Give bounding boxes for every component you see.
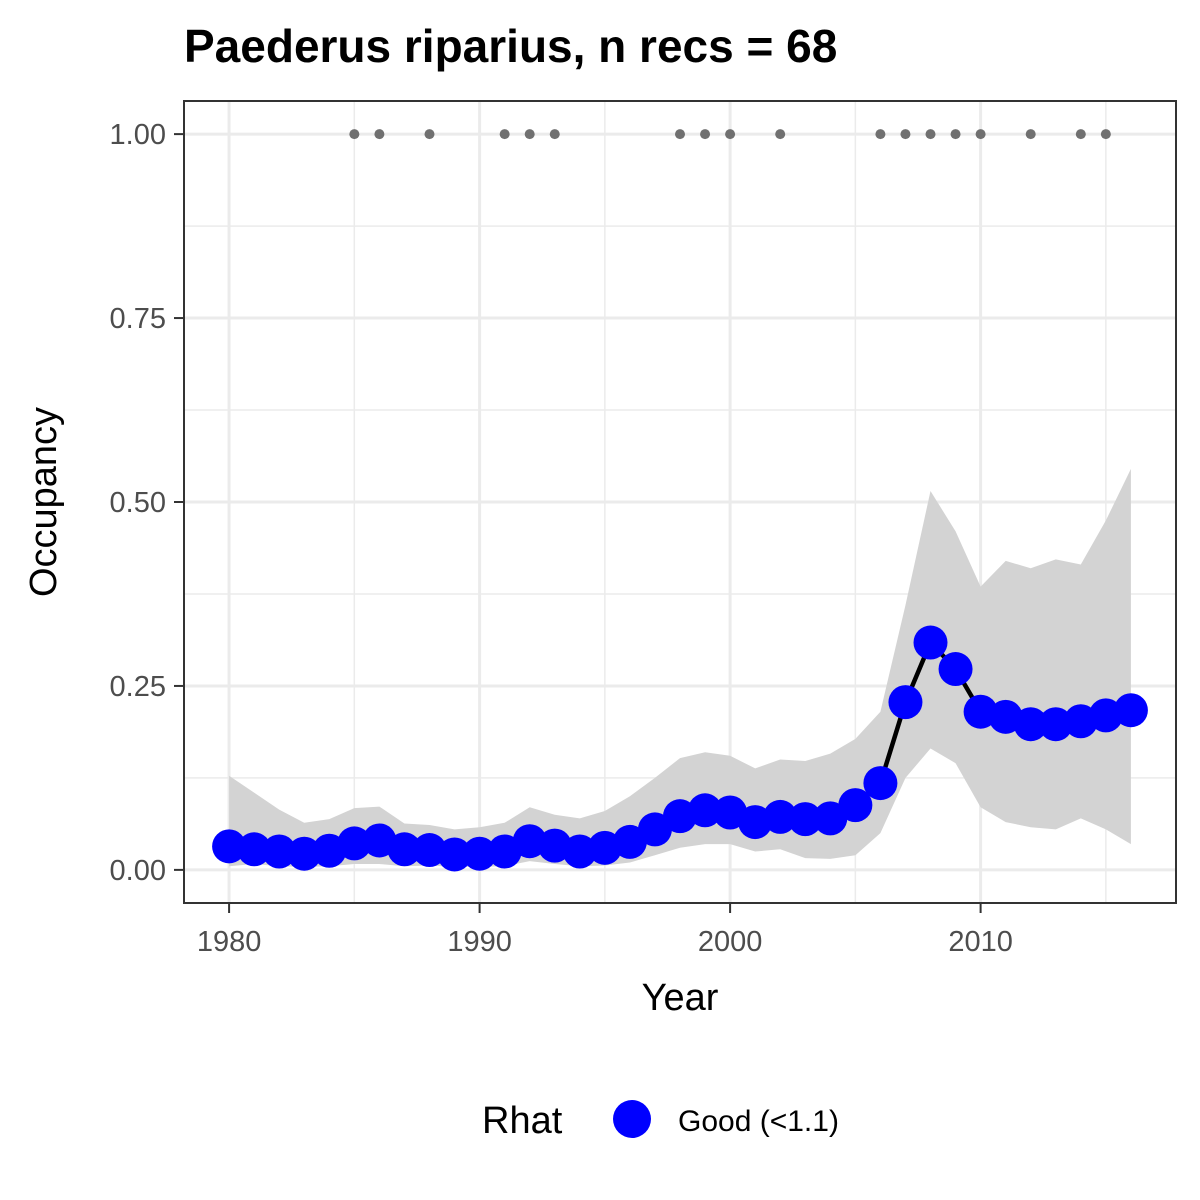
occupancy-point <box>838 788 873 823</box>
record-point <box>900 129 911 140</box>
record-point <box>549 129 560 140</box>
y-tick-label: 1.00 <box>110 119 166 151</box>
record-point <box>1025 129 1036 140</box>
record-point <box>975 129 986 140</box>
record-point <box>524 129 535 140</box>
record-point <box>875 129 886 140</box>
record-point <box>925 129 936 140</box>
occupancy-point <box>212 829 247 864</box>
occupancy-point <box>637 812 672 847</box>
record-point <box>349 129 360 140</box>
occupancy-point <box>688 793 723 828</box>
legend-label: Good (<1.1) <box>678 1105 839 1138</box>
occupancy-point <box>1013 707 1048 742</box>
x-tick-label: 1980 <box>197 926 262 958</box>
chart-title: Paederus riparius, n recs = 68 <box>184 20 837 72</box>
x-tick-label: 1990 <box>447 926 512 958</box>
confidence-ribbon-layer <box>229 468 1131 867</box>
x-axis-ticks: 1980 1990 2000 2010 <box>197 903 1013 958</box>
x-axis-title: Year <box>642 977 719 1019</box>
legend: Rhat Good (<1.1) <box>482 1100 839 1142</box>
occupancy-point <box>562 834 597 869</box>
y-tick-label: 0.50 <box>110 487 166 519</box>
record-points-layer <box>349 129 1111 140</box>
legend-title: Rhat <box>482 1100 563 1142</box>
occupancy-point <box>512 824 547 859</box>
occupancy-point <box>412 833 447 868</box>
occupancy-point <box>437 837 472 872</box>
record-point <box>1100 129 1111 140</box>
occupancy-point <box>938 652 973 687</box>
occupancy-point <box>287 836 322 871</box>
occupancy-point <box>462 836 497 871</box>
y-tick-label: 0.25 <box>110 671 166 703</box>
occupancy-point <box>237 832 272 867</box>
occupancy-point <box>262 834 297 869</box>
x-tick-label: 2000 <box>698 926 763 958</box>
y-tick-label: 0.00 <box>110 855 166 887</box>
occupancy-points-layer <box>212 625 1148 872</box>
y-axis-title: Occupancy <box>23 407 65 597</box>
occupancy-point <box>888 685 923 720</box>
occupancy-point <box>387 832 422 867</box>
record-point <box>1075 129 1086 140</box>
confidence-ribbon <box>229 468 1131 867</box>
occupancy-point <box>813 801 848 836</box>
occupancy-point <box>913 625 948 660</box>
occupancy-point <box>863 766 898 801</box>
occupancy-point <box>1113 693 1148 728</box>
record-point <box>675 129 685 140</box>
record-point <box>700 129 711 140</box>
record-point <box>725 129 736 140</box>
occupancy-point <box>1038 707 1073 742</box>
occupancy-point <box>337 826 372 861</box>
occupancy-point <box>763 799 798 834</box>
occupancy-point <box>788 802 823 837</box>
y-axis-ticks: 0.00 0.25 0.50 0.75 1.00 <box>110 119 184 887</box>
record-point <box>499 129 510 140</box>
record-point <box>374 129 385 140</box>
y-tick-label: 0.75 <box>110 303 166 335</box>
record-point <box>775 129 786 140</box>
x-tick-label: 2010 <box>948 926 1013 958</box>
record-point <box>424 129 435 140</box>
record-point <box>950 129 961 140</box>
occupancy-point <box>612 824 647 859</box>
legend-key-point <box>613 1100 651 1138</box>
